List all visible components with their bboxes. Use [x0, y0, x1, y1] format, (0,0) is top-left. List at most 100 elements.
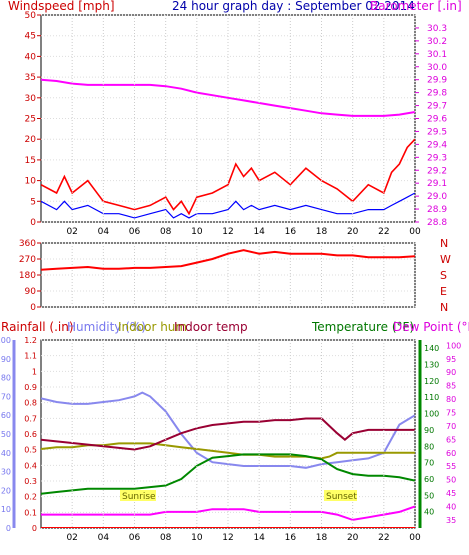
- temperature-tick-label: 130: [424, 361, 439, 370]
- barometer-tick-label: 29.5: [427, 127, 447, 137]
- barometer-tick-label: 29.6: [427, 115, 447, 125]
- dewpoint-tick-label: 35: [446, 516, 456, 525]
- series-line: [41, 192, 415, 219]
- x-tick-label: 06: [129, 227, 141, 237]
- rain-tick-label: 1.2: [24, 336, 37, 345]
- barometer-tick-label: 29.9: [427, 76, 447, 86]
- windspeed-tick-label: 35: [25, 73, 36, 83]
- x-tick-label: 08: [160, 227, 172, 237]
- x-tick-label: 18: [316, 227, 328, 237]
- rain-tick-label: 0.9: [24, 383, 37, 392]
- legend-indoor-temp: Indoor temp: [174, 320, 248, 334]
- x-tick-label: 04: [98, 227, 110, 237]
- x-tick-label: 06: [129, 533, 141, 543]
- sunset-annotation: Sunset: [324, 490, 357, 502]
- dewpoint-tick-label: 75: [446, 409, 456, 418]
- rain-tick-label: 0: [32, 524, 37, 533]
- dewpoint-tick-label: 55: [446, 462, 456, 471]
- barometer-tick-label: 29.1: [427, 179, 447, 189]
- windspeed-tick-label: 5: [30, 197, 36, 207]
- humidity-tick-label: 90: [1, 355, 11, 364]
- windspeed-tick-label: 20: [25, 135, 37, 145]
- x-tick-label: 14: [253, 227, 265, 237]
- dewpoint-tick-label: 65: [446, 435, 456, 444]
- windspeed-tick-label: 10: [25, 177, 37, 187]
- dewpoint-tick-label: 90: [446, 368, 456, 377]
- sunrise-label: Sunrise: [122, 492, 156, 502]
- barometer-tick-label: 29.7: [427, 102, 447, 112]
- x-tick-label: 00: [409, 227, 421, 237]
- compass-label: S: [440, 269, 447, 282]
- sunrise-annotation: Sunrise: [120, 490, 156, 502]
- x-tick-label: 16: [285, 533, 297, 543]
- dewpoint-tick-label: 70: [446, 422, 456, 431]
- dewpoint-tick-label: 45: [446, 489, 456, 498]
- direction-tick-label: 0: [30, 303, 36, 313]
- x-tick-label: 04: [98, 533, 110, 543]
- dewpoint-tick-label: 50: [446, 476, 456, 485]
- humidity-tick-label: 80: [1, 374, 11, 383]
- compass-label: E: [440, 285, 447, 298]
- rain-tick-label: 0.2: [24, 493, 37, 502]
- x-tick-label: 00: [409, 533, 421, 543]
- direction-tick-label: 180: [19, 271, 36, 281]
- panel-climate-ticks: 0 0.1 0.2 0.3 0.4 0.5 0.6 0.7 0.8 0.9 1 1.1 1.2 0 10 20…: [0, 336, 461, 533]
- humidity-tick-label: 0: [6, 524, 11, 533]
- chart-title: 24 hour graph day : September 02 2014: [172, 0, 415, 13]
- x-tick-label: 18: [316, 533, 328, 543]
- windspeed-tick-label: 45: [25, 32, 36, 42]
- temperature-tick-label: 120: [424, 377, 439, 386]
- legend-indoor-hum: Indoor hum: [118, 320, 187, 334]
- x-tick-label: 12: [222, 533, 233, 543]
- barometer-tick-label: 28.9: [427, 205, 447, 215]
- compass-label: N: [440, 237, 448, 250]
- temperature-tick-label: 60: [424, 475, 434, 484]
- x-tick-label: 02: [66, 227, 77, 237]
- panel-wind-direction-grid: [41, 242, 416, 308]
- x-tick-label: 14: [253, 533, 265, 543]
- x-tick-label: 20: [347, 227, 359, 237]
- windspeed-tick-label: 50: [25, 11, 37, 21]
- rain-tick-label: 0.8: [24, 399, 37, 408]
- legend-dew-point: Dew Point (°F): [393, 320, 469, 334]
- x-tick-label: 20: [347, 533, 359, 543]
- x-tick-label: 02: [66, 533, 77, 543]
- temperature-tick-label: 90: [424, 426, 434, 435]
- humidity-tick-label: 100: [0, 336, 11, 345]
- windspeed-tick-label: 15: [25, 156, 36, 166]
- humidity-tick-label: 40: [1, 449, 11, 458]
- humidity-tick-label: 20: [1, 486, 11, 495]
- dewpoint-tick-label: 95: [446, 355, 456, 364]
- compass-label: W: [440, 253, 451, 266]
- windspeed-tick-label: 30: [25, 94, 37, 104]
- temperature-tick-label: 100: [424, 410, 439, 419]
- windspeed-tick-label: 25: [25, 115, 36, 125]
- panel-wind-direction-series: [41, 249, 415, 271]
- temperature-tick-label: 110: [424, 393, 439, 402]
- rain-tick-label: 0.5: [24, 446, 37, 455]
- barometer-axis-label: Barometer [.in]: [370, 0, 462, 13]
- barometer-tick-label: 29.3: [427, 153, 447, 163]
- x-tick-label: 08: [160, 533, 172, 543]
- dewpoint-tick-label: 60: [446, 449, 456, 458]
- series-line: [41, 138, 415, 216]
- barometer-tick-label: 30.2: [427, 37, 447, 47]
- humidity-tick-label: 70: [1, 392, 11, 401]
- barometer-tick-label: 29.0: [427, 192, 447, 202]
- x-tick-label: 22: [378, 227, 389, 237]
- legend-temperature: Temperature (°F): [311, 320, 414, 334]
- rain-tick-label: 0.4: [24, 461, 37, 470]
- temperature-tick-label: 70: [424, 459, 434, 468]
- rain-tick-label: 0.7: [24, 414, 37, 423]
- legend-humidity: Humidity (%): [67, 320, 146, 334]
- series-line: [41, 249, 415, 271]
- dewpoint-tick-label: 100: [446, 341, 461, 350]
- legend-rainfall: Rainfall (.in): [1, 320, 74, 334]
- temperature-tick-label: 50: [424, 491, 434, 500]
- direction-tick-label: 90: [25, 287, 37, 297]
- windspeed-tick-label: 0: [30, 218, 36, 228]
- humidity-tick-label: 60: [1, 411, 11, 420]
- humidity-tick-label: 30: [1, 468, 11, 477]
- panel-wind-baro-x-ticks: 02 04 06 08 10 12 14 16 18 20 22 00: [66, 15, 421, 237]
- rain-tick-label: 0.3: [24, 477, 37, 486]
